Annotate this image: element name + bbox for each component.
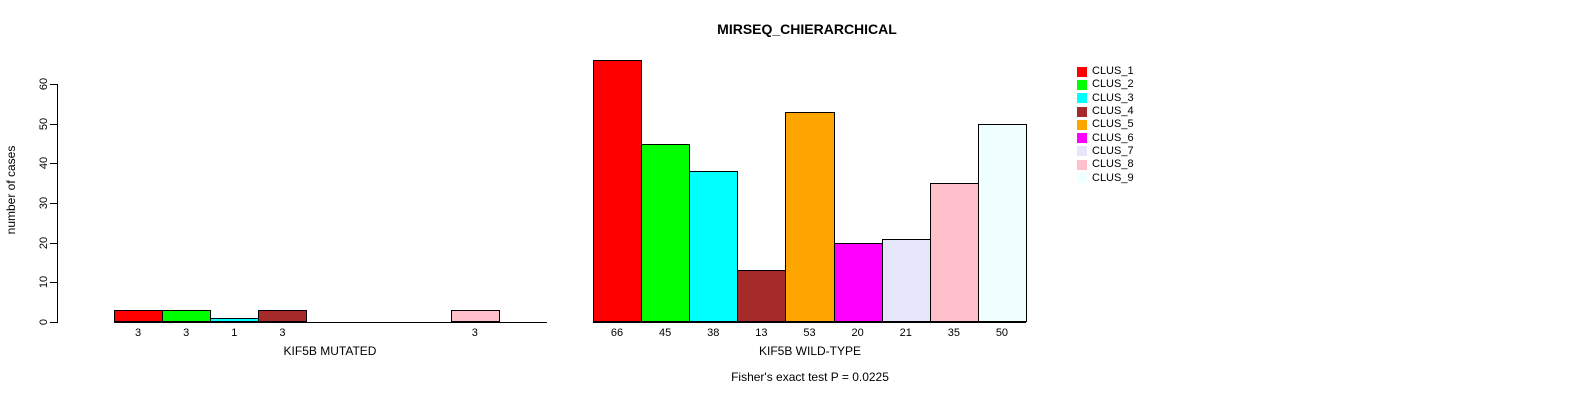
legend-item: CLUS_3	[1077, 92, 1134, 105]
y-tick	[50, 242, 57, 244]
y-tick	[50, 282, 57, 284]
legend-swatch	[1077, 119, 1087, 130]
y-tick-label: 10	[38, 276, 50, 289]
legend-label: CLUS_4	[1092, 105, 1134, 118]
bar-clus_3	[689, 171, 739, 322]
bar-clus_4	[737, 270, 787, 322]
bar-clus_8	[450, 310, 500, 322]
x-axis-line	[114, 322, 547, 323]
legend-item: CLUS_7	[1077, 145, 1134, 158]
bar-clus_6	[833, 242, 883, 322]
bar-clus_4	[258, 310, 308, 322]
bar-clus_1	[114, 310, 164, 322]
bar-value-label: 45	[659, 327, 672, 339]
legend-swatch	[1077, 79, 1087, 90]
y-tick-label: 30	[38, 196, 50, 210]
y-tick-label: 20	[38, 236, 50, 249]
legend-item: CLUS_6	[1077, 131, 1134, 144]
bar-clus_2	[162, 310, 212, 322]
legend-label: CLUS_7	[1092, 144, 1134, 157]
legend-item: CLUS_5	[1077, 118, 1134, 131]
x-axis-line	[593, 322, 1026, 323]
legend-item: CLUS_9	[1077, 171, 1134, 184]
bar-value-label: 1	[231, 327, 238, 339]
legend: CLUS_1 CLUS_2 CLUS_3 CLUS_4 CLUS_5 CLUS_6 CLUS…	[1077, 65, 1134, 185]
legend-item: CLUS_2	[1077, 78, 1134, 91]
y-tick	[50, 163, 57, 165]
bar-value-label: 13	[755, 327, 768, 339]
y-tick-label: 60	[38, 77, 50, 91]
bar-value-label: 20	[851, 327, 864, 339]
legend-label: CLUS_6	[1092, 131, 1134, 144]
legend-label: CLUS_5	[1092, 118, 1134, 131]
y-tick	[50, 84, 57, 85]
legend-swatch	[1077, 66, 1087, 77]
bar-value-label: 3	[471, 327, 478, 339]
bar-value-label: 35	[947, 327, 960, 339]
bar-value-label: 38	[707, 327, 720, 339]
chart-title: MIRSEQ_CHIERARCHICAL	[717, 21, 897, 37]
bar-clus_9	[977, 123, 1027, 322]
y-axis-title: number of cases	[4, 145, 18, 235]
bar-value-label: 21	[899, 327, 912, 339]
legend-item: CLUS_1	[1077, 65, 1134, 78]
legend-label: CLUS_2	[1092, 78, 1134, 91]
legend-swatch	[1077, 106, 1087, 117]
y-tick	[50, 322, 57, 323]
bar-clus_1	[593, 60, 643, 322]
y-tick-label: 0	[38, 318, 50, 326]
bar-value-label: 66	[610, 327, 624, 339]
legend-label: CLUS_3	[1092, 91, 1134, 104]
x-axis-label-wild-type: KIF5B WILD-TYPE	[758, 344, 862, 358]
legend-label: CLUS_9	[1092, 171, 1134, 184]
y-axis-line	[57, 84, 58, 323]
legend-label: CLUS_8	[1092, 158, 1134, 171]
legend-swatch	[1077, 93, 1087, 104]
y-tick-label: 40	[38, 157, 50, 170]
bar-value-label: 3	[183, 327, 190, 339]
legend-item: CLUS_4	[1077, 105, 1134, 118]
bar-clus_2	[641, 143, 691, 322]
fisher-test-annotation: Fisher's exact test P = 0.0225	[731, 370, 889, 384]
bar-clus_3	[210, 318, 260, 322]
bar-clus_7	[881, 238, 931, 322]
y-tick	[50, 203, 57, 204]
legend-swatch	[1077, 159, 1087, 170]
y-tick-label: 50	[38, 117, 50, 130]
bar-clus_5	[785, 111, 835, 322]
bar-value-label: 3	[279, 327, 286, 339]
y-tick	[50, 123, 57, 125]
legend-swatch	[1077, 173, 1087, 184]
bar-value-label: 50	[995, 327, 1009, 339]
bar-clus_8	[929, 183, 979, 322]
legend-swatch	[1077, 146, 1087, 157]
legend-label: CLUS_1	[1092, 65, 1134, 78]
legend-swatch	[1077, 133, 1087, 144]
x-axis-label-mutated: KIF5B MUTATED	[283, 344, 377, 358]
legend-item: CLUS_8	[1077, 158, 1134, 171]
bar-value-label: 3	[134, 327, 142, 339]
bar-value-label: 53	[803, 327, 816, 339]
